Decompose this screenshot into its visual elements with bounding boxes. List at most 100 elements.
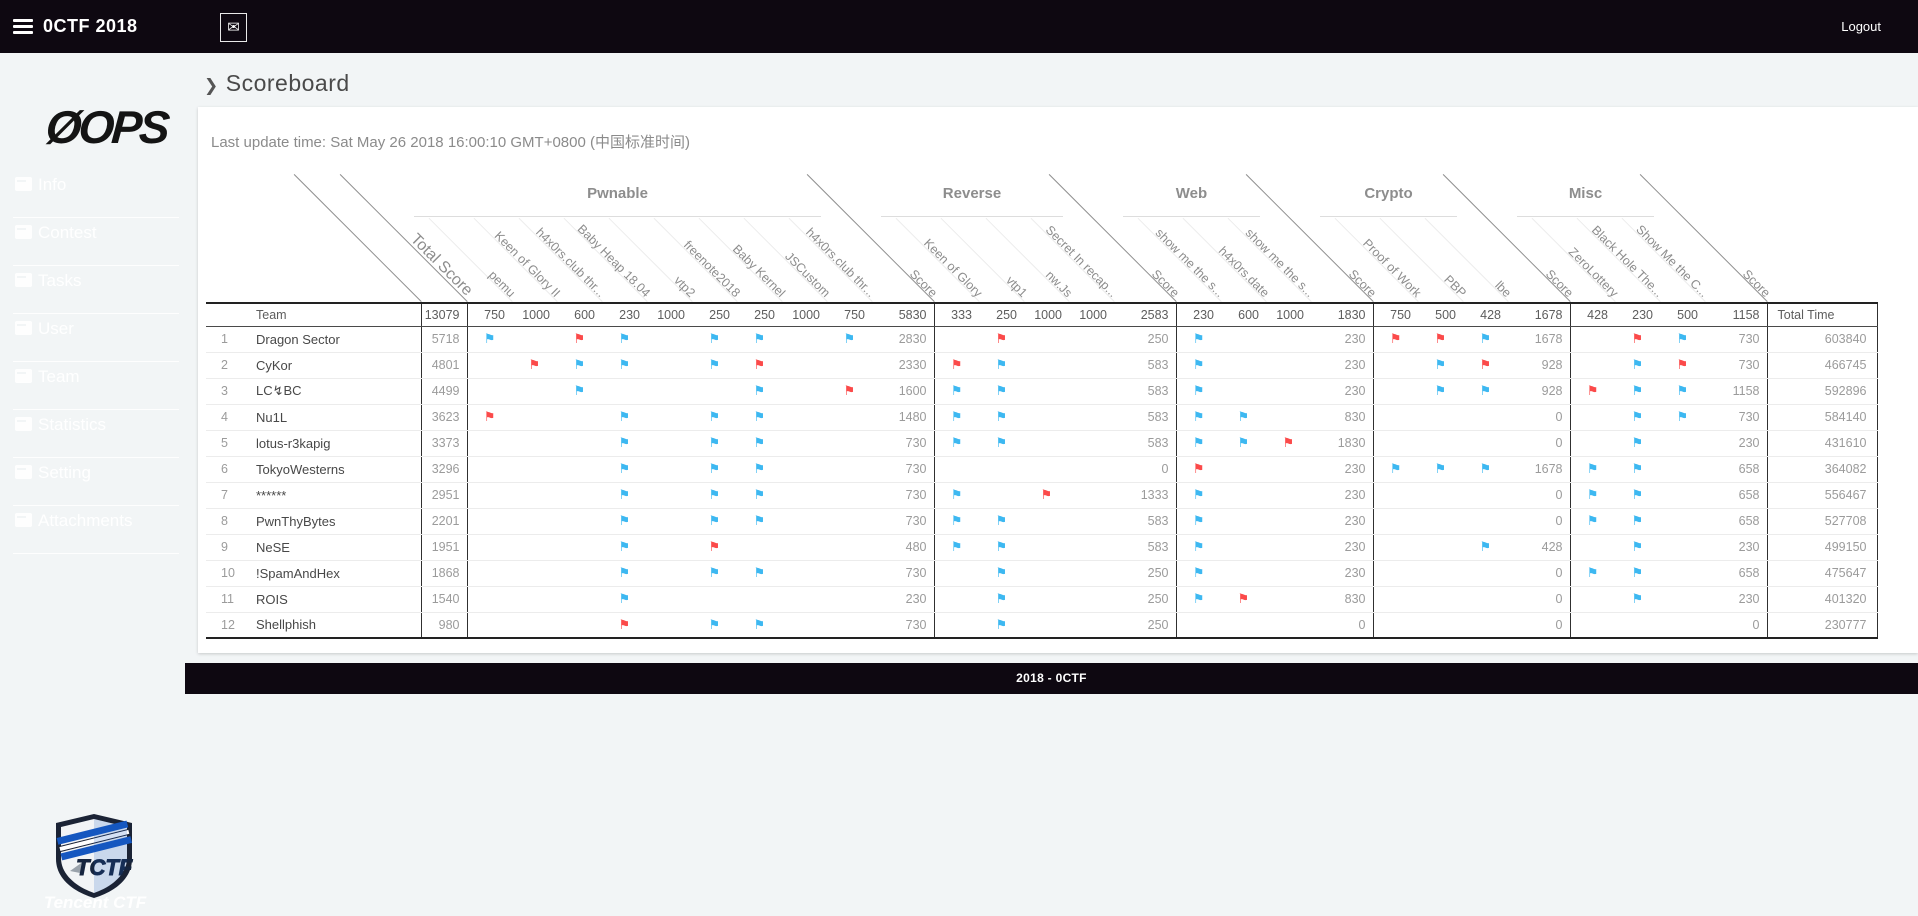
hamburger-menu-icon[interactable] — [13, 19, 33, 34]
flag-cell — [1418, 560, 1463, 587]
flag-cell — [1266, 612, 1311, 639]
sidebar-item-setting[interactable]: Setting — [13, 458, 179, 506]
flag-cell: ⚑ — [557, 378, 602, 405]
solved-flag-icon: ⚑ — [1192, 540, 1205, 555]
rank-cell: 1 — [206, 326, 246, 353]
sidebar-item-contest[interactable]: Contest — [13, 218, 179, 266]
sidebar-item-tasks[interactable]: Tasks — [13, 266, 179, 314]
solved-flag-icon: ⚑ — [995, 384, 1008, 399]
sidebar-item-user[interactable]: User — [13, 314, 179, 362]
flag-cell — [647, 482, 692, 509]
challenge-max-cell: 1000 — [1069, 302, 1114, 327]
challenge-max-cell: 250 — [979, 302, 1024, 327]
solved-flag-icon: ⚑ — [1586, 566, 1599, 581]
total-score-cell: 1540 — [420, 586, 468, 613]
flag-cell — [647, 560, 692, 587]
rank-cell: 5 — [206, 430, 246, 457]
firstblood-flag-icon: ⚑ — [573, 332, 586, 347]
flag-cell: ⚑ — [1463, 534, 1508, 561]
flag-cell: ⚑ — [1615, 430, 1660, 457]
category-score-cell: 230 — [1311, 534, 1374, 561]
team-row: 8 PwnThyBytes 2201 ⚑ ⚑ ⚑ 730 ⚑ ⚑ 583 ⚑ 230 0 ⚑ ⚑ 658 527… — [206, 508, 1878, 535]
flag-cell: ⚑ — [737, 456, 782, 483]
flag-cell — [934, 456, 979, 483]
category-score-cell: 730 — [1705, 352, 1768, 379]
firstblood-flag-icon: ⚑ — [1434, 332, 1447, 347]
flag-cell: ⚑ — [737, 482, 782, 509]
challenge-max-cell: 1000 — [1266, 302, 1311, 327]
flag-cell — [1024, 508, 1069, 535]
flag-cell: ⚑ — [1176, 326, 1221, 353]
total-time-cell: 364082 — [1767, 456, 1878, 483]
category-score-cell: 1830 — [1311, 430, 1374, 457]
flag-cell — [512, 482, 557, 509]
flag-cell: ⚑ — [1221, 430, 1266, 457]
flag-cell: ⚑ — [1570, 456, 1615, 483]
flag-cell — [1221, 560, 1266, 587]
sidebar-item-attachments[interactable]: Attachments — [13, 506, 179, 554]
sidebar-item-statistics[interactable]: Statistics — [13, 410, 179, 458]
flag-cell: ⚑ — [467, 326, 512, 353]
solved-flag-icon: ⚑ — [708, 566, 721, 581]
solved-flag-icon: ⚑ — [1192, 358, 1205, 373]
total-score-cell: 2201 — [420, 508, 468, 535]
flag-cell — [1373, 404, 1418, 431]
total-time-cell: 584140 — [1767, 404, 1878, 431]
group-label-misc: Misc — [1568, 185, 1603, 202]
flag-cell: ⚑ — [737, 404, 782, 431]
flag-cell: ⚑ — [1176, 352, 1221, 379]
solved-flag-icon: ⚑ — [1586, 462, 1599, 477]
challenge-max-cell: 750 — [827, 302, 872, 327]
flag-cell — [557, 508, 602, 535]
flag-cell: ⚑ — [1176, 586, 1221, 613]
flag-cell: ⚑ — [1418, 352, 1463, 379]
menu-icon — [15, 177, 32, 191]
flag-cell: ⚑ — [737, 378, 782, 405]
flag-cell — [1463, 508, 1508, 535]
solved-flag-icon: ⚑ — [1192, 384, 1205, 399]
team-name-cell: PwnThyBytes — [246, 508, 421, 535]
sidebar-item-info[interactable]: Info — [13, 170, 179, 218]
flag-cell — [647, 326, 692, 353]
logout-link[interactable]: Logout — [1841, 19, 1881, 34]
flag-cell — [1373, 482, 1418, 509]
solved-flag-icon: ⚑ — [995, 436, 1008, 451]
flag-cell — [512, 326, 557, 353]
solved-flag-icon: ⚑ — [1192, 332, 1205, 347]
flag-cell — [1570, 534, 1615, 561]
total-time-header-cell: Total Time — [1767, 302, 1878, 327]
sidebar-item-team[interactable]: Team — [13, 362, 179, 410]
mail-button[interactable]: ✉ — [220, 13, 247, 42]
solved-flag-icon: ⚑ — [1237, 436, 1250, 451]
solved-flag-icon: ⚑ — [708, 488, 721, 503]
flag-cell — [647, 404, 692, 431]
group-label-pwnable: Pwnable — [587, 185, 648, 202]
flag-cell — [1221, 482, 1266, 509]
flag-cell — [467, 534, 512, 561]
footer-text: 2018 - 0CTF — [1016, 671, 1087, 685]
team-name-cell: CyKor — [246, 352, 421, 379]
category-score-cell: 0 — [1508, 430, 1571, 457]
category-score-cell: 928 — [1508, 352, 1571, 379]
flag-cell: ⚑ — [1570, 378, 1615, 405]
rank-cell: 10 — [206, 560, 246, 587]
flag-cell — [934, 586, 979, 613]
flag-cell — [1266, 456, 1311, 483]
solved-flag-icon: ⚑ — [618, 332, 631, 347]
flag-cell: ⚑ — [1418, 378, 1463, 405]
flag-cell — [1024, 456, 1069, 483]
total-time-cell: 603840 — [1767, 326, 1878, 353]
sidebar-item-label: Setting — [38, 463, 91, 482]
solved-flag-icon: ⚑ — [1434, 358, 1447, 373]
solved-flag-icon: ⚑ — [618, 566, 631, 581]
0ops-logo: ØOPS — [44, 101, 169, 153]
flag-cell: ⚑ — [1463, 456, 1508, 483]
flag-cell: ⚑ — [1221, 586, 1266, 613]
solved-flag-icon: ⚑ — [618, 410, 631, 425]
flag-cell — [1570, 586, 1615, 613]
category-score-cell: 658 — [1705, 508, 1768, 535]
flag-cell — [782, 612, 827, 639]
flag-cell: ⚑ — [1660, 352, 1705, 379]
flag-cell: ⚑ — [979, 508, 1024, 535]
category-score-cell: 928 — [1508, 378, 1571, 405]
